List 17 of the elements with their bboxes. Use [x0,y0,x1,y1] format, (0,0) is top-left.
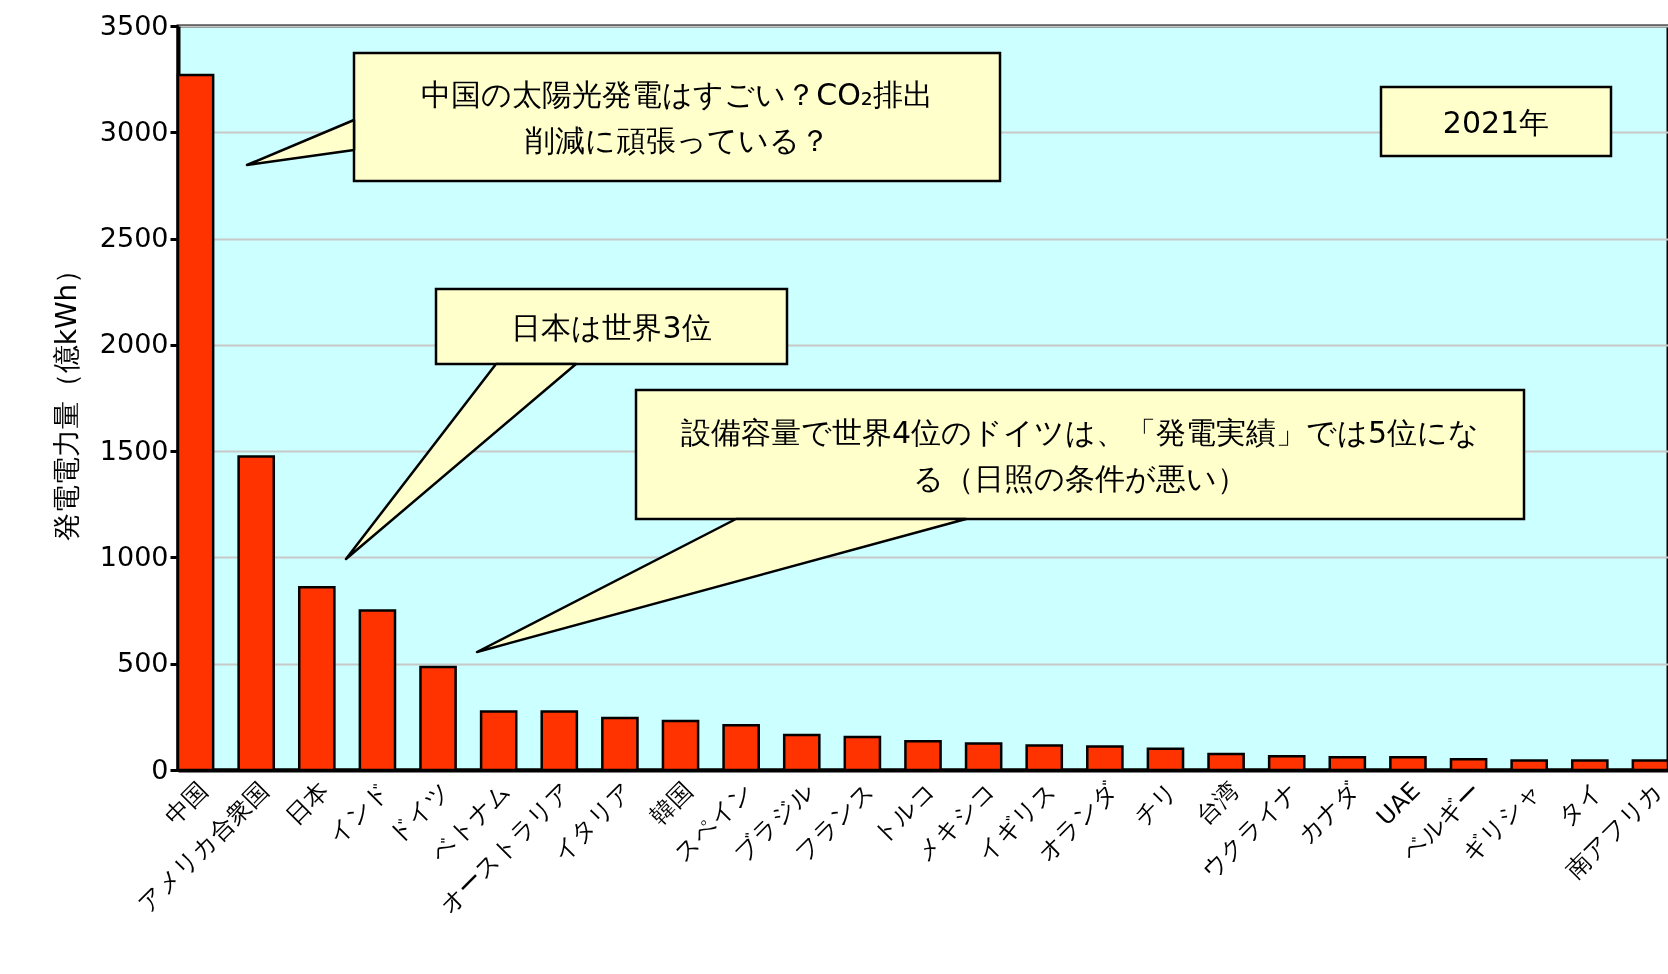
y-tick-label: 500 [116,647,169,679]
y-tick-label: 2500 [99,222,169,254]
x-tick-label: カナダ [1292,776,1366,850]
annotation: 2021年 [1442,104,1550,139]
annotation: 設備容量で世界4位のドイツは、「発電実績」では5位になる（日照の条件が悪い） [680,414,1480,495]
y-tick-label: 1000 [99,540,169,572]
y-axis-title: 発電電力量（億kWh） [49,255,83,542]
y-tick-label: 3000 [99,115,169,147]
x-tick-label: 日本 [280,776,335,831]
y-tick-label: 2000 [99,328,169,360]
x-tick-label: 韓国 [644,776,699,831]
y-tick-label: 1500 [99,434,169,466]
y-tick-label: 0 [151,753,169,785]
annotation: 中国の太陽光発電はすごい？CO₂排出削減に頑張っている？ [421,76,933,158]
x-tick-label: チリ [1128,776,1184,832]
y-tick-label: 3500 [99,9,169,41]
annotation: 日本は世界3位 [511,309,712,344]
